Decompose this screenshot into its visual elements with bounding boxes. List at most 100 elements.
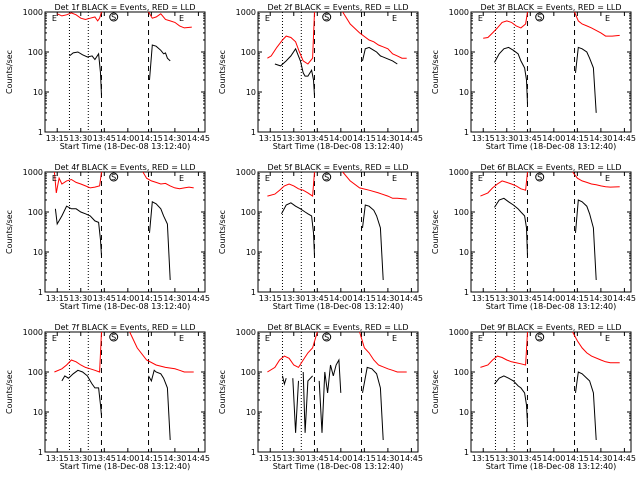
x-tick-label: 14:45 (400, 454, 423, 463)
panel-7: Det 7f BLACK = Events, RED = LLD Counts/s… (5, 323, 210, 471)
panel-title: Det 2f BLACK = Events, RED = LLD (267, 3, 408, 12)
lld-series-line (342, 11, 407, 59)
x-tick-label: 14:15 (353, 454, 376, 463)
lld-series-line (142, 171, 194, 190)
events-series-line (362, 366, 384, 441)
x-tick-label: 14:30 (376, 134, 399, 143)
panel-3: Det 3f BLACK = Events, RED = LLD Counts/s… (431, 3, 636, 151)
y-tick-label: 10 (33, 248, 43, 257)
x-tick-label: 13:15 (46, 294, 69, 303)
eclipse-marker: E (179, 334, 184, 343)
x-tick-label: 14:45 (613, 134, 636, 143)
saa-marker: S (537, 173, 542, 182)
y-tick-label: 1 (464, 128, 469, 137)
lld-series-line (480, 331, 528, 368)
x-tick-label: 13:30 (282, 134, 305, 143)
lld-series-line (267, 11, 315, 65)
panel-9: Det 9f BLACK = Events, RED = LLD Counts/s… (431, 323, 636, 471)
x-tick-label: 14:30 (589, 294, 612, 303)
x-tick-label: 13:15 (472, 134, 495, 143)
x-tick-label: 14:45 (187, 454, 210, 463)
y-tick-label: 1000 (23, 8, 43, 17)
y-tick-label: 1000 (449, 8, 469, 17)
saa-marker-circle (535, 12, 545, 22)
x-tick-label: 14:00 (329, 294, 352, 303)
eclipse-marker: E (605, 334, 610, 343)
eclipse-marker: E (179, 14, 184, 23)
x-tick-label: 14:30 (376, 294, 399, 303)
y-tick-label: 100 (28, 48, 43, 57)
y-tick-label: 1 (251, 128, 256, 137)
x-tick-label: 13:45 (306, 294, 329, 303)
x-tick-label: 13:30 (495, 454, 518, 463)
x-tick-label: 14:00 (329, 134, 352, 143)
lld-series-line (56, 11, 102, 22)
x-tick-label: 14:30 (589, 134, 612, 143)
x-tick-label: 13:15 (46, 454, 69, 463)
lld-series-line (574, 11, 620, 37)
eclipse-marker: E (478, 334, 483, 343)
x-tick-label: 13:30 (282, 454, 305, 463)
x-tick-label: 14:30 (163, 294, 186, 303)
y-tick-label: 100 (241, 208, 256, 217)
lld-series-line (267, 171, 315, 197)
x-axis-label: Start Time (18-Dec-08 13:12:40) (273, 142, 404, 151)
events-series-line (69, 51, 102, 96)
panel-2: Det 2f BLACK = Events, RED = LLD Counts/s… (218, 3, 423, 151)
y-tick-label: 1 (251, 448, 256, 457)
x-tick-label: 13:45 (519, 454, 542, 463)
events-series-line (362, 46, 398, 65)
events-series-line (149, 44, 171, 81)
y-axis-label: Counts/sec (218, 210, 227, 254)
y-tick-label: 1000 (236, 168, 256, 177)
x-tick-label: 14:15 (140, 134, 163, 143)
panel-title: Det 9f BLACK = Events, RED = LLD (480, 323, 621, 332)
x-tick-label: 13:30 (282, 294, 305, 303)
lld-series-line (53, 171, 102, 193)
y-tick-label: 100 (241, 48, 256, 57)
x-tick-label: 14:15 (566, 454, 589, 463)
y-tick-label: 100 (28, 208, 43, 217)
eclipse-marker: E (478, 174, 483, 183)
lld-series-line (480, 171, 528, 197)
x-axis-label: Start Time (18-Dec-08 13:12:40) (486, 302, 617, 311)
saa-marker: S (324, 13, 329, 22)
x-tick-label: 14:00 (116, 294, 139, 303)
y-tick-label: 100 (28, 368, 43, 377)
eclipse-marker: E (52, 174, 57, 183)
lld-series-line (148, 11, 192, 29)
events-series-line (282, 375, 287, 386)
x-axis-label: Start Time (18-Dec-08 13:12:40) (486, 142, 617, 151)
y-axis-label: Counts/sec (431, 370, 440, 414)
eclipse-marker: E (392, 14, 397, 23)
saa-marker: S (537, 333, 542, 342)
lld-series-line (359, 331, 407, 373)
panel-4: Det 4f BLACK = Events, RED = LLD Counts/s… (5, 163, 210, 311)
saa-marker: S (111, 13, 116, 22)
x-tick-label: 13:45 (519, 134, 542, 143)
y-tick-label: 10 (246, 248, 256, 257)
y-tick-label: 10 (33, 88, 43, 97)
x-tick-label: 13:30 (495, 294, 518, 303)
plot-frame (257, 171, 419, 293)
x-tick-label: 13:45 (93, 454, 116, 463)
saa-marker-circle (109, 332, 119, 342)
x-axis-label: Start Time (18-Dec-08 13:12:40) (60, 462, 191, 471)
panel-title: Det 8f BLACK = Events, RED = LLD (267, 323, 408, 332)
plot-frame (470, 171, 632, 293)
x-tick-label: 14:00 (329, 454, 352, 463)
eclipse-marker: E (179, 174, 184, 183)
y-tick-label: 1 (464, 288, 469, 297)
eclipse-marker: E (392, 334, 397, 343)
x-tick-label: 14:30 (163, 454, 186, 463)
events-series-line (54, 205, 102, 256)
x-tick-label: 14:15 (566, 294, 589, 303)
eclipse-marker: E (605, 14, 610, 23)
x-axis-label: Start Time (18-Dec-08 13:12:40) (60, 142, 191, 151)
y-tick-label: 10 (459, 88, 469, 97)
x-tick-label: 14:15 (353, 134, 376, 143)
events-series-line (274, 47, 315, 96)
x-tick-label: 14:45 (400, 134, 423, 143)
x-axis-label: Start Time (18-Dec-08 13:12:40) (273, 462, 404, 471)
saa-marker: S (324, 173, 329, 182)
